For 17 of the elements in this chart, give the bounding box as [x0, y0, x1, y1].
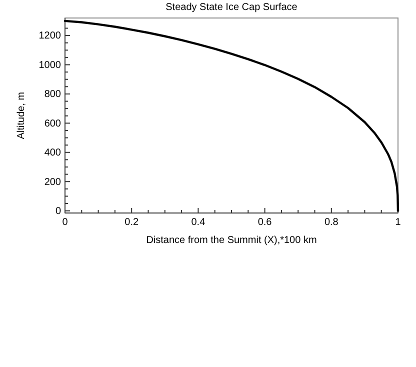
y-axis-title: Altitude, m [16, 92, 27, 140]
chart-title: Steady State Ice Cap Surface [166, 2, 298, 13]
y-tick-label: 0 [55, 206, 62, 218]
y-tick-label: 600 [44, 118, 62, 130]
y-tick-label: 1000 [38, 60, 62, 71]
y-tick-label: 1200 [38, 30, 62, 42]
y-tick-label: 400 [44, 148, 62, 159]
x-tick-label: 0.6 [258, 217, 272, 228]
x-tick-label: 0.2 [124, 217, 139, 228]
x-tick-label: 0.8 [324, 217, 339, 228]
x-axis-title: Distance from the Summit (X),*100 km [146, 235, 317, 246]
x-tick-label: 1 [395, 217, 402, 228]
y-tick-label: 800 [44, 89, 62, 100]
line-series [64, 20, 400, 212]
x-tick-label: 0.4 [191, 217, 206, 228]
x-tick-label: 0 [62, 217, 68, 228]
y-tick-label: 200 [44, 176, 62, 188]
